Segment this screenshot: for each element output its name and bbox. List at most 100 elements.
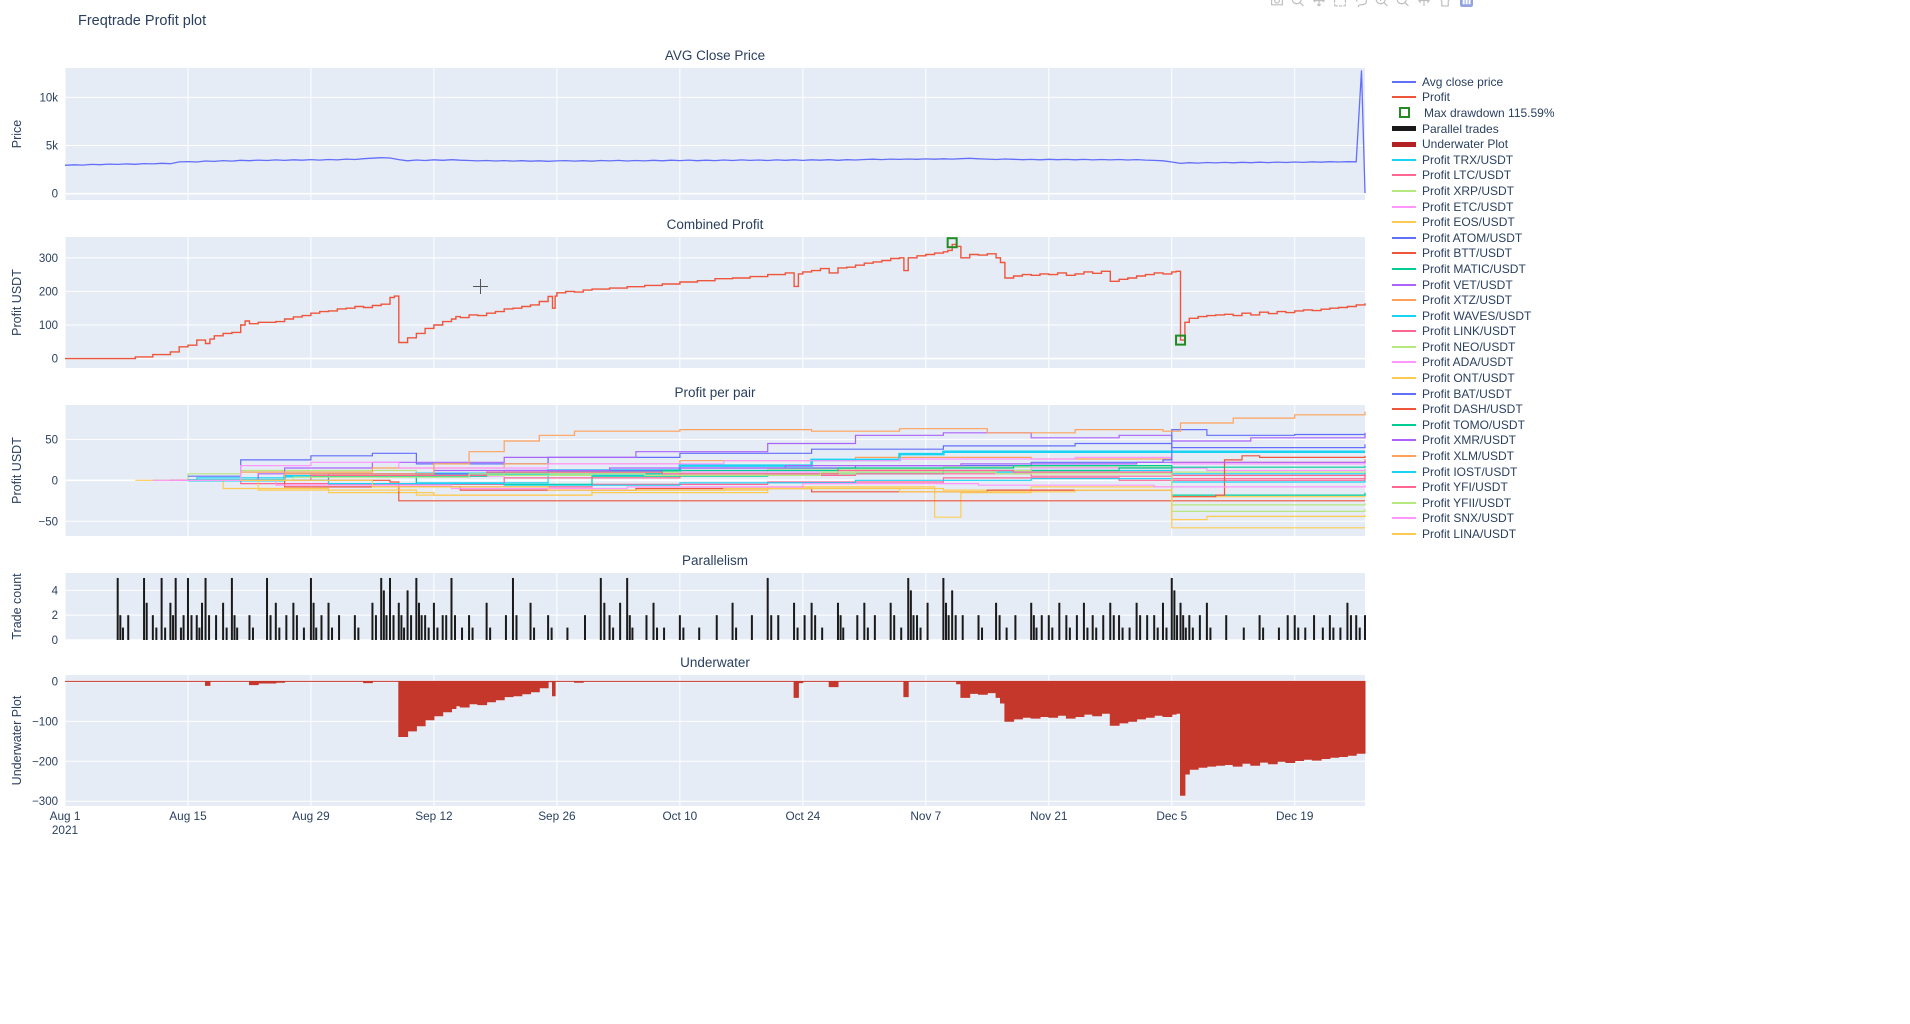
legend-label: Profit YFII/USDT xyxy=(1422,495,1512,510)
legend-item[interactable]: Profit SNX/USDT xyxy=(1392,511,1562,527)
legend-item[interactable]: Profit TOMO/USDT xyxy=(1392,417,1562,433)
parallel-trades-bar xyxy=(143,577,146,640)
legend-label: Profit xyxy=(1422,90,1451,105)
subplot-parallelism-area[interactable] xyxy=(65,573,1365,640)
legend-item[interactable]: Profit ONT/USDT xyxy=(1392,370,1562,386)
legend-item[interactable]: Profit XTZ/USDT xyxy=(1392,292,1562,308)
parallel-trades-bar xyxy=(385,615,388,640)
parallel-trades-bar xyxy=(190,615,193,640)
y-tick-label: −300 xyxy=(32,796,58,808)
zoom-in-icon[interactable] xyxy=(1373,0,1391,13)
parallel-trades-bar xyxy=(919,627,922,640)
box-select-icon[interactable] xyxy=(1331,0,1349,13)
parallel-trades-bar xyxy=(1358,627,1361,640)
legend-label: Profit TOMO/USDT xyxy=(1422,417,1525,432)
parallel-trades-bar xyxy=(285,615,288,640)
parallel-trades-bar xyxy=(550,627,553,640)
page-title: Freqtrade Profit plot xyxy=(78,13,207,29)
parallel-trades-bar xyxy=(400,615,403,640)
parallel-trades-bar xyxy=(427,627,430,640)
legend-item[interactable]: Parallel trades xyxy=(1392,121,1562,137)
y-tick-label: 0 xyxy=(52,475,58,487)
legend-label: Avg close price xyxy=(1422,74,1504,89)
y-tick-label: 0 xyxy=(52,676,58,688)
parallel-trades-bar xyxy=(374,615,377,640)
legend-item[interactable]: Profit MATIC/USDT xyxy=(1392,261,1562,277)
camera-icon[interactable] xyxy=(1268,0,1286,13)
legend-item[interactable]: Profit ADA/USDT xyxy=(1392,355,1562,371)
parallel-trades-bar xyxy=(174,577,177,640)
reset-axes-icon[interactable] xyxy=(1436,0,1454,13)
parallel-trades-bar xyxy=(1170,577,1173,640)
parallel-trades-bar xyxy=(1182,615,1185,640)
parallel-trades-bar xyxy=(796,627,799,640)
zoom-icon[interactable] xyxy=(1289,0,1307,13)
legend-item[interactable]: Profit LTC/USDT xyxy=(1392,168,1562,184)
autoscale-icon[interactable] xyxy=(1415,0,1433,13)
legend-swatch xyxy=(1392,141,1416,147)
legend-item[interactable]: Max drawdown 115.59% xyxy=(1392,105,1562,121)
legend-item[interactable]: Profit LINA/USDT xyxy=(1392,526,1562,542)
legend-label: Profit TRX/USDT xyxy=(1422,152,1514,167)
legend-item[interactable]: Profit LINK/USDT xyxy=(1392,324,1562,340)
legend-item[interactable]: Avg close price xyxy=(1392,74,1562,90)
parallel-trades-bar xyxy=(1198,615,1201,640)
legend-item[interactable]: Profit ATOM/USDT xyxy=(1392,230,1562,246)
parallel-trades-bar xyxy=(1091,615,1094,640)
legend-item[interactable]: Profit XLM/USDT xyxy=(1392,448,1562,464)
parallel-trades-bar xyxy=(397,602,400,640)
parallel-trades-bar xyxy=(1065,615,1068,640)
parallel-trades-bar xyxy=(547,615,550,640)
legend-item[interactable]: Profit NEO/USDT xyxy=(1392,339,1562,355)
subplot-combined-area[interactable] xyxy=(65,237,1365,368)
legend-item[interactable]: Profit ETC/USDT xyxy=(1392,199,1562,215)
parallel-trades-bar xyxy=(417,602,420,640)
legend: Avg close price Profit Max drawdown 115.59… xyxy=(1392,74,1562,542)
legend-item[interactable]: Underwater Plot xyxy=(1392,136,1562,152)
subplot-avg_close-area[interactable] xyxy=(65,68,1365,200)
legend-item[interactable]: Profit YFI/USDT xyxy=(1392,479,1562,495)
parallel-trades-bar xyxy=(770,615,773,640)
parallel-trades-bar xyxy=(233,615,236,640)
parallel-trades-bar xyxy=(230,577,233,640)
parallel-trades-bar xyxy=(1346,602,1349,640)
legend-label: Profit BTT/USDT xyxy=(1422,246,1513,261)
parallel-trades-bar xyxy=(631,627,634,640)
legend-item[interactable]: Profit BTT/USDT xyxy=(1392,246,1562,262)
legend-item[interactable]: Profit EOS/USDT xyxy=(1392,214,1562,230)
parallel-trades-bar xyxy=(951,590,954,640)
lasso-icon[interactable] xyxy=(1352,0,1370,13)
parallel-trades-bar xyxy=(236,627,239,640)
x-tick-label: Sep 12 xyxy=(415,809,452,823)
parallel-trades-bar xyxy=(1121,627,1124,640)
parallel-trades-bar xyxy=(803,615,806,640)
legend-item[interactable]: Profit YFII/USDT xyxy=(1392,495,1562,511)
legend-item[interactable]: Profit VET/USDT xyxy=(1392,277,1562,293)
legend-item[interactable]: Profit XMR/USDT xyxy=(1392,433,1562,449)
x-tick-label: Aug 29 xyxy=(292,809,329,823)
zoom-out-icon[interactable] xyxy=(1394,0,1412,13)
parallel-trades-bar xyxy=(916,615,919,640)
legend-item[interactable]: Profit XRP/USDT xyxy=(1392,183,1562,199)
legend-swatch xyxy=(1392,361,1416,364)
legend-item[interactable]: Profit WAVES/USDT xyxy=(1392,308,1562,324)
parallel-trades-bar xyxy=(947,615,950,640)
y-tick-label: 0 xyxy=(52,635,58,647)
parallel-trades-bar xyxy=(1209,627,1212,640)
legend-item[interactable]: Profit DASH/USDT xyxy=(1392,401,1562,417)
legend-swatch xyxy=(1392,423,1416,426)
parallel-trades-bar xyxy=(603,602,606,640)
legend-swatch xyxy=(1392,345,1416,348)
parallel-trades-bar xyxy=(1364,615,1366,640)
legend-label: Max drawdown 115.59% xyxy=(1424,105,1555,120)
parallel-trades-bar xyxy=(1191,627,1194,640)
legend-item[interactable]: Profit BAT/USDT xyxy=(1392,386,1562,402)
legend-item[interactable]: Profit TRX/USDT xyxy=(1392,152,1562,168)
parallel-trades-bar xyxy=(309,577,312,640)
legend-item[interactable]: Profit IOST/USDT xyxy=(1392,464,1562,480)
pan-icon[interactable] xyxy=(1310,0,1328,13)
parallel-trades-bar xyxy=(353,615,356,640)
plotly-logo-icon[interactable] xyxy=(1457,0,1476,13)
legend-item[interactable]: Profit xyxy=(1392,90,1562,106)
